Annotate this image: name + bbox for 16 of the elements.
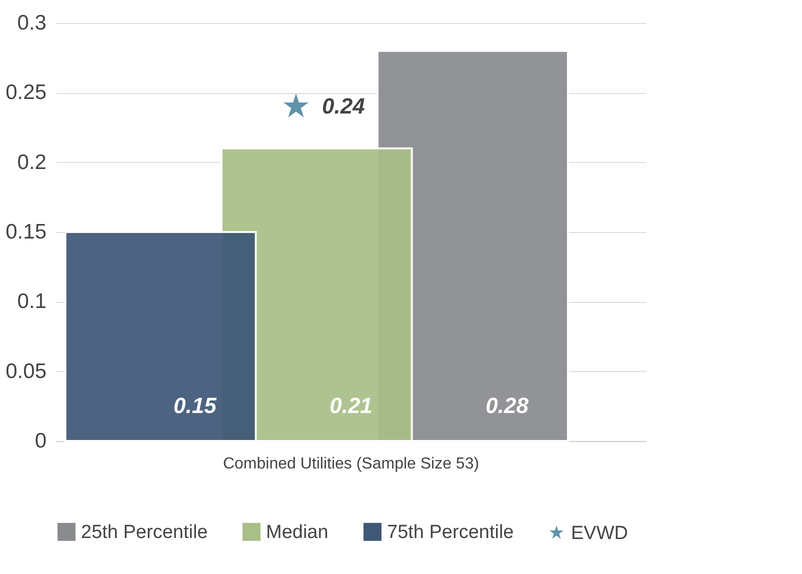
y-tick-label: 0: [34, 430, 46, 452]
data-label: 0.15: [174, 393, 218, 418]
legend-label: 25th Percentile: [81, 522, 208, 543]
x-tick-label: Combined Utilities (Sample Size 53): [222, 456, 480, 472]
data-label: 0.28: [486, 393, 530, 418]
y-tick-label: 0.3: [17, 12, 46, 34]
data-label: 0.21: [330, 393, 372, 418]
legend-label: Median: [266, 522, 328, 543]
y-tick-label: 0.25: [6, 81, 46, 104]
legend-label: 75th Percentile: [387, 522, 514, 543]
legend-label: EVWD: [571, 522, 628, 544]
y-tick-label: 0.15: [6, 220, 46, 244]
y-tick-label: 0.2: [17, 150, 46, 174]
y-tick-label: 0.05: [6, 360, 46, 383]
y-tick-label: 0.1: [17, 290, 46, 314]
data-label: 0.24: [322, 94, 365, 119]
